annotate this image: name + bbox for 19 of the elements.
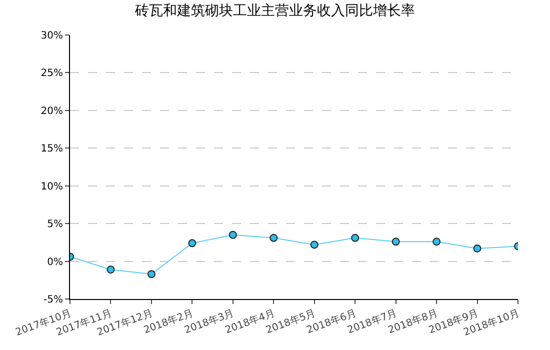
y-tick-label: 25% [40,68,63,80]
point [473,244,482,252]
point [432,238,441,246]
point [228,230,237,239]
y-tick-label: 0% [47,256,63,268]
point [351,234,360,242]
y-tick-label: 10% [40,181,63,192]
y-tick-label: -5% [44,294,63,306]
point [106,266,115,274]
chart-title: 砖瓦和建筑砌块工业主营业务收入同比增长率 [134,3,415,20]
point [310,240,318,249]
y-tick-label: 30% [40,30,63,42]
y-tick-label: 20% [40,106,63,117]
point [188,239,196,248]
point [270,234,278,242]
y-tick-label: 15% [40,144,63,155]
point [392,238,400,246]
point [147,270,156,278]
y-tick-label: 5% [47,219,63,230]
